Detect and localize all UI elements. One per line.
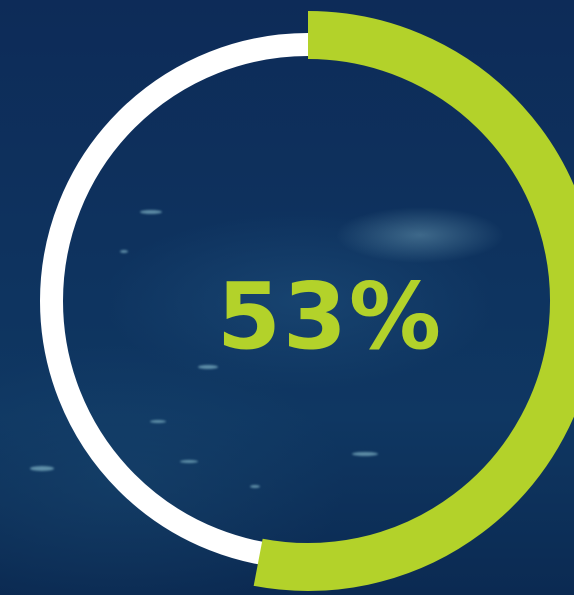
percent-value: 53% (216, 263, 444, 370)
water-glint (140, 210, 162, 214)
water-glint (180, 460, 198, 463)
water-glint (352, 452, 378, 456)
water-glint (120, 250, 128, 253)
water-glint (150, 420, 166, 423)
water-glint (198, 365, 218, 369)
water-glint (30, 466, 54, 471)
water-glint (250, 485, 260, 488)
progress-fill-arc (253, 11, 574, 591)
